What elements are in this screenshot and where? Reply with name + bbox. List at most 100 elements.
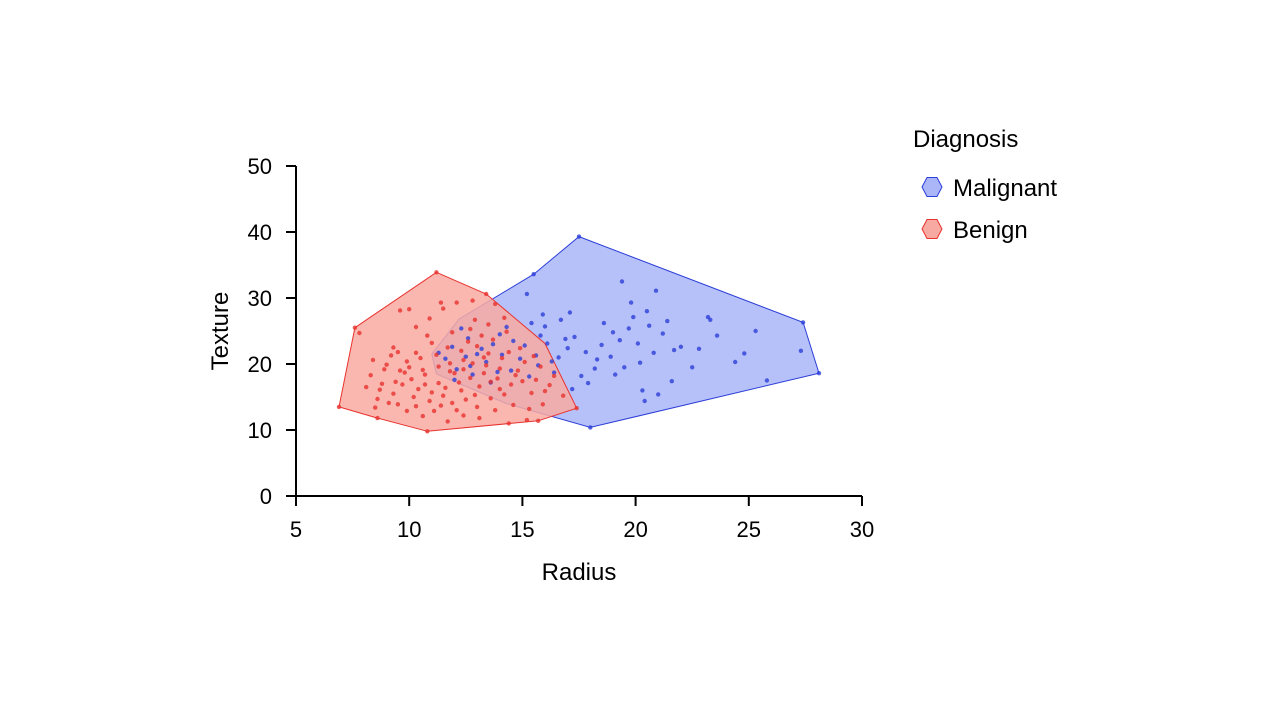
point-benign <box>420 413 425 419</box>
point-benign <box>438 403 444 408</box>
point-benign <box>377 387 382 392</box>
point-benign <box>393 379 398 384</box>
point-malignant <box>583 349 588 355</box>
point-malignant <box>626 326 631 331</box>
point-malignant <box>647 323 652 328</box>
point-malignant <box>610 330 616 335</box>
point-malignant <box>798 348 804 353</box>
point-malignant <box>538 333 543 338</box>
point-malignant <box>545 341 550 346</box>
legend-swatch-benign <box>921 219 943 239</box>
point-malignant <box>690 365 695 370</box>
point-benign <box>382 367 387 372</box>
point-benign <box>484 291 489 297</box>
point-benign <box>397 308 403 313</box>
point-malignant <box>567 310 573 315</box>
point-benign <box>488 379 493 384</box>
point-malignant <box>651 350 656 355</box>
point-benign <box>454 300 459 305</box>
point-benign <box>409 377 414 382</box>
point-malignant <box>511 338 516 344</box>
point-malignant <box>742 351 747 356</box>
point-benign <box>434 270 439 275</box>
point-benign <box>486 322 491 327</box>
point-benign <box>422 372 428 377</box>
point-benign <box>452 371 457 376</box>
y-axis-title: Texture <box>207 292 234 371</box>
point-layer <box>336 234 822 434</box>
point-benign <box>434 352 439 357</box>
point-benign <box>472 392 478 398</box>
x-tick-label: 30 <box>850 517 874 542</box>
point-benign <box>429 340 434 346</box>
point-benign <box>441 393 446 398</box>
point-benign <box>425 333 430 338</box>
point-malignant <box>443 356 448 361</box>
legend-label-malignant: Malignant <box>953 175 1057 202</box>
point-benign <box>407 307 412 312</box>
point-malignant <box>452 377 457 382</box>
point-malignant <box>601 320 607 326</box>
point-malignant <box>594 357 600 362</box>
point-benign <box>397 368 403 373</box>
point-benign <box>373 405 378 410</box>
point-malignant <box>529 320 534 326</box>
point-benign <box>386 400 391 406</box>
point-benign <box>447 361 453 366</box>
point-benign <box>402 370 407 375</box>
point-benign <box>497 386 502 392</box>
point-malignant <box>665 318 670 324</box>
point-malignant <box>622 365 627 370</box>
point-benign <box>574 406 579 411</box>
point-benign <box>506 421 511 426</box>
x-axis-title: Radius <box>542 559 617 586</box>
point-malignant <box>465 336 471 341</box>
point-benign <box>391 345 396 350</box>
point-benign <box>481 371 487 376</box>
y-tick-label: 40 <box>248 220 272 245</box>
point-malignant <box>463 354 468 359</box>
point-malignant <box>504 324 509 330</box>
point-malignant <box>524 291 530 297</box>
point-malignant <box>619 279 625 284</box>
point-malignant <box>474 351 480 357</box>
point-malignant <box>484 359 489 365</box>
legend-label-benign: Benign <box>953 217 1028 244</box>
point-benign <box>493 301 498 307</box>
point-malignant <box>631 314 636 320</box>
point-benign <box>463 397 468 402</box>
point-malignant <box>531 272 536 277</box>
point-benign <box>425 429 430 434</box>
point-benign <box>441 306 446 311</box>
point-benign <box>431 408 437 414</box>
point-malignant <box>635 341 641 346</box>
point-benign <box>508 382 514 387</box>
x-tick-label: 20 <box>623 517 647 542</box>
hull-layer <box>338 236 820 432</box>
point-benign <box>533 377 539 382</box>
point-benign <box>513 373 518 378</box>
point-benign <box>357 330 362 336</box>
point-malignant <box>579 373 584 379</box>
point-benign <box>540 402 545 407</box>
point-benign <box>484 363 489 368</box>
point-malignant <box>517 356 523 361</box>
point-benign <box>411 394 416 400</box>
point-malignant <box>522 343 527 348</box>
point-benign <box>474 344 480 349</box>
point-benign <box>450 400 455 406</box>
point-benign <box>420 367 425 373</box>
point-benign <box>388 353 394 358</box>
point-benign <box>461 413 466 418</box>
point-benign <box>404 359 410 364</box>
point-malignant <box>565 346 570 351</box>
point-benign <box>468 326 473 332</box>
point-benign <box>429 390 434 395</box>
point-benign <box>427 398 432 404</box>
point-malignant <box>542 324 548 329</box>
point-benign <box>445 345 450 350</box>
point-malignant <box>608 354 613 359</box>
point-benign <box>481 355 487 360</box>
point-malignant <box>508 368 514 373</box>
